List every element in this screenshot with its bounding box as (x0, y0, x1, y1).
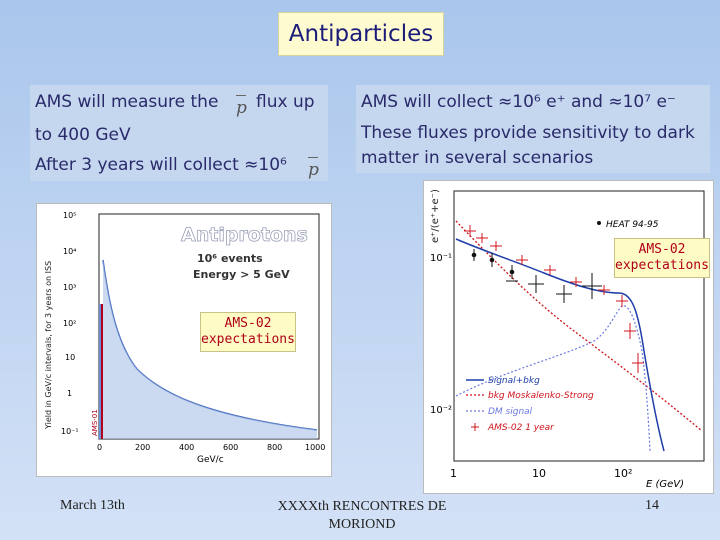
footer-conference: XXXXth RENCONTRES DE MORIOND (277, 499, 447, 532)
slide-title: Antiparticles (278, 12, 444, 56)
heat-marker (597, 221, 601, 225)
xtick-1: 200 (135, 443, 150, 452)
legend-dm: DM signal (488, 407, 533, 417)
right-xlabel: E (GeV) (646, 479, 684, 490)
ytick-4: 10 (65, 353, 75, 362)
footer-page-number: 14 (645, 498, 659, 513)
right-ylabel: e⁺/(e⁺+e⁻) (430, 189, 441, 243)
bkg-curve (455, 220, 703, 432)
ams02-expectations-left: AMS-02 expectations (200, 312, 296, 352)
ytick-1: 10⁴ (63, 247, 76, 256)
signal-bkg-curve (455, 238, 665, 452)
xtick-5: 1000 (305, 443, 325, 452)
legend-ams: AMS-02 1 year (487, 423, 555, 433)
right-ytick-1: 10⁻² (430, 405, 452, 416)
right-xtick-1: 10 (532, 467, 546, 480)
ytick-6: 10⁻¹ (61, 427, 79, 436)
ytick-5: 1 (67, 389, 72, 398)
right-xtick-2: 10² (614, 467, 632, 480)
yield-fill (103, 260, 317, 439)
right-line2: These fluxes provide sensitivity to dark (361, 123, 695, 143)
pbar-symbol-1: p (236, 95, 247, 118)
left-line3: After 3 years will collect ≈10⁶ (35, 155, 287, 175)
ams01-label: AMS-01 (91, 409, 99, 436)
right-ytick-0: 10⁻¹ (430, 253, 452, 264)
left-line2: to 400 GeV (35, 125, 131, 145)
heat-points (471, 249, 602, 303)
legend-bkg: bkg Moskalenko-Strong (488, 391, 594, 401)
left-text-box: AMS will measure the p flux up to 400 Ge… (30, 85, 328, 181)
pbar-symbol-2: p (308, 157, 319, 180)
ytick-3: 10² (63, 319, 76, 328)
left-line1-prefix: AMS will measure the (35, 92, 219, 112)
xtick-0: 0 (97, 443, 102, 452)
right-line1: AMS will collect ≈10⁶ e⁺ and ≈10⁷ e⁻ (361, 92, 676, 112)
left-ylabel: Yield in GeV/c intervals, for 3 years on… (44, 261, 53, 430)
ams01-bar-red (101, 304, 103, 439)
right-plot-frame (453, 190, 705, 462)
positron-fraction-plot: e⁺/(e⁺+e⁻) 10⁻¹ 10⁻² 1 10 10² E (GeV) HE… (423, 180, 714, 494)
right-line3: matter in several scenarios (361, 148, 594, 168)
xtick-3: 600 (223, 443, 238, 452)
footer-date: March 13th (60, 498, 125, 513)
ams02-expectations-right: AMS-02 expectations (614, 238, 710, 278)
ytick-2: 10³ (63, 283, 76, 292)
ams02-points (464, 225, 644, 373)
right-xtick-0: 1 (450, 467, 457, 480)
antiprotons-heading: Antiprotons (181, 224, 308, 246)
xtick-2: 400 (179, 443, 194, 452)
events-line: 10⁶ events (197, 252, 263, 265)
left-line1-suffix: flux up (256, 92, 315, 112)
energy-line: Energy > 5 GeV (193, 268, 290, 281)
legend-signal: Signal+bkg (488, 376, 540, 386)
heat-legend: HEAT 94-95 (606, 220, 659, 230)
xtick-4: 800 (267, 443, 282, 452)
left-xlabel: GeV/c (197, 455, 224, 465)
right-text-box: AMS will collect ≈10⁶ e⁺ and ≈10⁷ e⁻ The… (356, 85, 710, 173)
ytick-0: 10⁵ (63, 211, 76, 220)
